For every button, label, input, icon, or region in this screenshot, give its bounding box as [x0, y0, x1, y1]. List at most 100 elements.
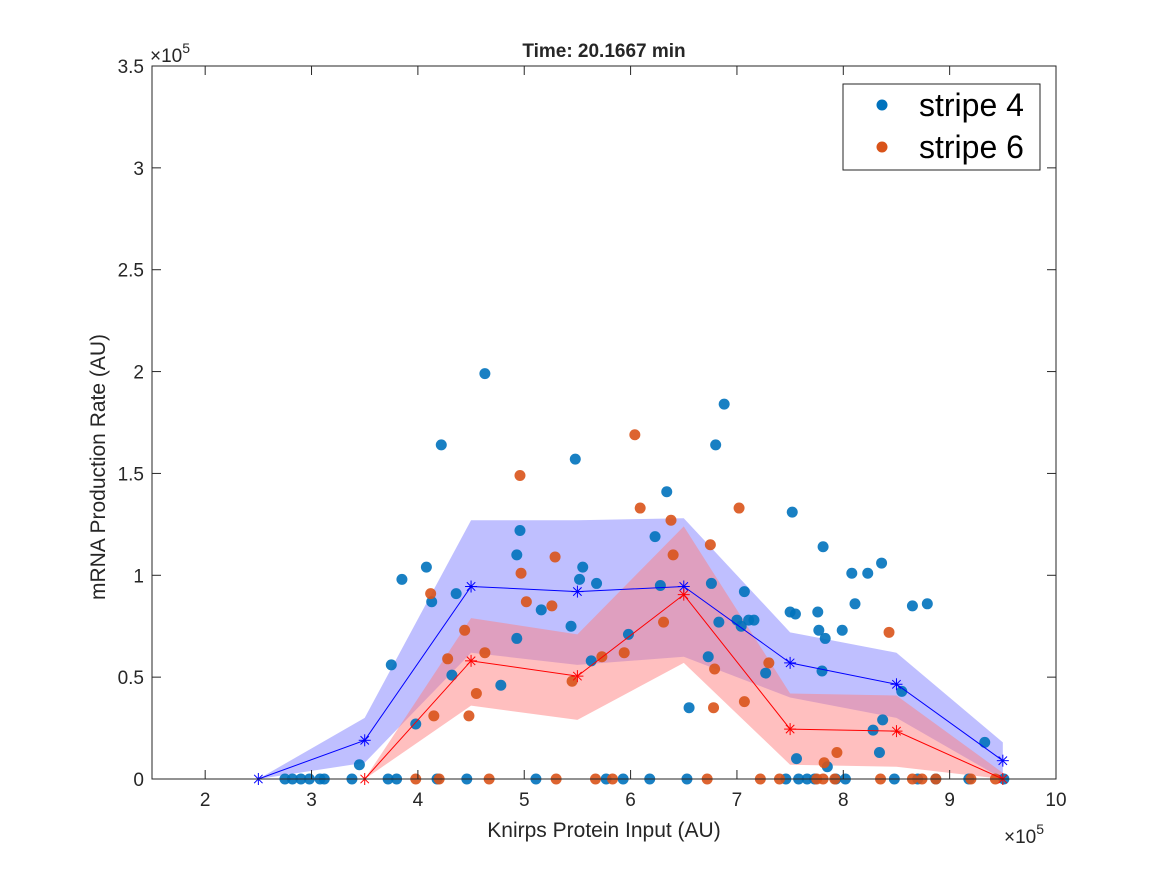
data-point-stripe-4 — [622, 628, 634, 640]
x-tick-label: 10 — [1045, 790, 1066, 811]
x-tick-label: 7 — [732, 790, 743, 811]
data-point-stripe-4 — [819, 632, 831, 644]
mean-marker — [571, 670, 584, 683]
y-tick-label: 2.5 — [118, 261, 144, 282]
mean-marker-stroke — [572, 671, 582, 681]
y-tick-label: 0 — [133, 770, 144, 791]
data-point-stripe-4 — [511, 549, 523, 561]
mean-marker-stroke — [998, 756, 1008, 766]
data-point-stripe-4 — [921, 598, 933, 610]
mean-marker-stroke — [891, 726, 902, 736]
data-point-stripe-4 — [450, 588, 462, 600]
data-point-stripe-6 — [470, 687, 482, 699]
x-tick-label: 3 — [306, 790, 317, 811]
y-tick-label: 1 — [133, 566, 144, 587]
data-point-stripe-4 — [565, 620, 577, 632]
y-tick-label: 0.5 — [118, 668, 144, 689]
legend-label-stripe-6: stripe 6 — [919, 129, 1024, 165]
data-point-stripe-4 — [535, 604, 547, 616]
data-point-stripe-4 — [836, 624, 848, 636]
data-point-stripe-6 — [818, 757, 830, 769]
data-point-stripe-6 — [738, 696, 750, 708]
x-exponent-label: ×105 — [1004, 821, 1044, 848]
data-point-stripe-4 — [813, 624, 825, 636]
data-point-stripe-6 — [515, 567, 527, 579]
data-point-stripe-4 — [790, 753, 802, 765]
legend-label-stripe-4: stripe 4 — [919, 87, 1024, 123]
data-point-stripe-4 — [979, 736, 991, 748]
data-point-stripe-4 — [479, 368, 491, 380]
legend-box — [842, 83, 1041, 171]
data-point-stripe-4 — [873, 747, 885, 759]
data-point-stripe-4 — [877, 714, 889, 726]
data-point-stripe-6 — [428, 710, 440, 722]
data-point-stripe-4 — [846, 567, 858, 579]
data-point-stripe-4 — [591, 577, 603, 589]
x-tick-label: 6 — [625, 790, 636, 811]
data-point-stripe-6 — [634, 502, 646, 514]
mean-marker-stroke — [891, 679, 902, 689]
data-point-stripe-6 — [520, 596, 532, 608]
data-point-stripe-4 — [710, 439, 722, 451]
confidence-bands — [258, 518, 1003, 779]
y-tick-label: 2 — [133, 363, 144, 384]
mean-marker — [358, 734, 371, 747]
data-point-stripe-4 — [849, 598, 861, 610]
y-exponent-label: ×105 — [150, 40, 190, 67]
data-point-stripe-4 — [862, 567, 874, 579]
y-tick-label: 3.5 — [118, 57, 144, 78]
data-point-stripe-4 — [385, 659, 397, 671]
mean-marker — [890, 725, 903, 738]
x-tick-label: 5 — [519, 790, 530, 811]
data-point-stripe-6 — [546, 600, 558, 612]
data-point-stripe-6 — [883, 626, 895, 638]
data-point-stripe-4 — [789, 608, 801, 620]
data-point-stripe-6 — [425, 588, 437, 600]
mean-marker — [571, 585, 584, 598]
data-point-stripe-6 — [514, 469, 526, 481]
data-point-stripe-4 — [876, 557, 888, 569]
data-point-stripe-6 — [665, 514, 677, 526]
mean-marker — [677, 588, 690, 601]
data-point-stripe-4 — [420, 561, 432, 573]
data-point-stripe-6 — [658, 616, 670, 628]
data-point-stripe-4 — [867, 724, 879, 736]
data-point-stripe-6 — [704, 539, 716, 551]
legend-marker-stripe-6 — [876, 141, 888, 153]
chart-title: Time: 20.1667 min — [522, 41, 685, 62]
mean-marker-stroke — [466, 581, 476, 592]
data-point-stripe-4 — [760, 667, 772, 679]
data-point-stripe-4 — [426, 596, 438, 608]
data-point-stripe-4 — [816, 665, 828, 677]
data-point-stripe-4 — [817, 541, 829, 553]
mean-marker — [784, 656, 797, 669]
mean-marker-stroke — [679, 581, 689, 592]
mean-marker-stroke — [785, 724, 795, 734]
data-point-stripe-4 — [396, 573, 408, 585]
mean-marker — [465, 580, 478, 593]
mean-marker-stroke — [572, 587, 582, 597]
data-point-stripe-6 — [831, 747, 843, 759]
data-point-stripe-4 — [812, 606, 824, 618]
data-point-stripe-4 — [718, 398, 730, 410]
data-point-stripe-6 — [733, 502, 745, 514]
error-band — [364, 526, 1003, 779]
mean-lines — [252, 580, 1009, 785]
mean-line — [258, 585, 1004, 780]
mean-marker-stroke — [785, 658, 795, 668]
data-point-stripe-4 — [661, 486, 673, 498]
data-point-stripe-6 — [763, 657, 775, 669]
data-point-stripe-4 — [353, 759, 365, 771]
data-point-stripe-4 — [495, 679, 507, 691]
data-point-stripe-6 — [463, 710, 475, 722]
data-point-stripe-4 — [585, 655, 597, 667]
mean-marker-stroke — [679, 590, 689, 600]
data-point-stripe-4 — [735, 620, 747, 632]
x-axis-label: Knirps Protein Input (AU) — [487, 819, 720, 842]
data-point-stripe-4 — [738, 586, 750, 598]
mean-marker-stroke — [466, 656, 476, 666]
y-tick-label: 3 — [133, 159, 144, 180]
y-tick-label: 1.5 — [118, 464, 144, 485]
data-point-stripe-4 — [435, 439, 447, 451]
